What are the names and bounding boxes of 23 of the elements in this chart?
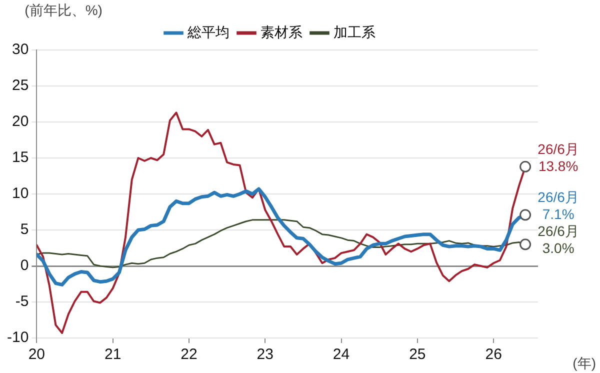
annotation: 26/6月 13.8%	[538, 141, 579, 174]
annotation: 26/6月 3.0%	[538, 223, 579, 256]
y-axis-title: (前年比、%)	[24, 2, 102, 18]
x-tick-label: 21	[104, 346, 122, 364]
y-tick-label: 5	[20, 221, 29, 238]
annotation: 26/6月 7.1%	[538, 189, 579, 222]
x-tick-label: 23	[256, 346, 274, 364]
x-axis-title: (年)	[572, 354, 596, 371]
y-tick-label: 0	[20, 257, 29, 274]
y-tick-label: 15	[12, 149, 29, 166]
y-tick-label: 20	[12, 113, 29, 130]
legend-label: 加工系	[334, 24, 376, 40]
y-tick-label: -10	[6, 329, 29, 346]
x-tick-label: 26	[485, 346, 502, 364]
x-tick-label: 24	[332, 346, 350, 364]
x-tick-label: 22	[180, 346, 198, 364]
y-tick-label: 10	[12, 185, 29, 202]
y-tick-label: 30	[12, 41, 29, 58]
x-tick-label: 25	[409, 346, 426, 364]
legend-label: 総平均	[186, 24, 230, 40]
legend-label: 素材系	[260, 24, 302, 40]
y-tick-label: 25	[12, 77, 29, 94]
y-tick-label: -5	[15, 293, 29, 310]
